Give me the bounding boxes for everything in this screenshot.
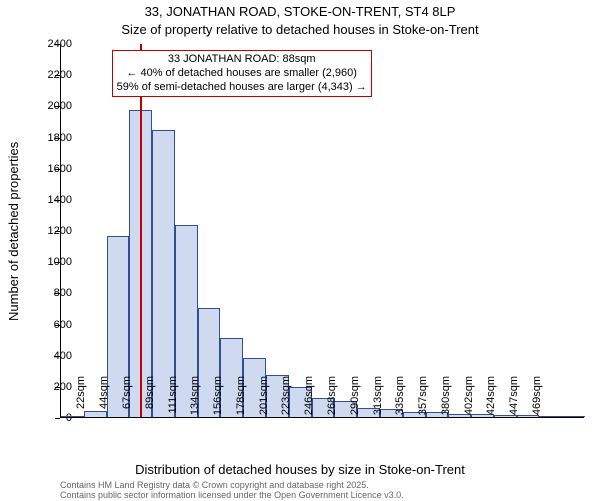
x-tick-label: 268sqm — [326, 376, 338, 420]
x-tick-label: 469sqm — [531, 376, 543, 420]
marker-vertical-line — [140, 44, 142, 417]
x-axis-label: Distribution of detached houses by size … — [0, 462, 600, 477]
x-tick-label: 44sqm — [98, 376, 110, 420]
x-tick-label: 156sqm — [212, 376, 224, 420]
x-tick-label: 290sqm — [349, 376, 361, 420]
x-tick-label: 380sqm — [440, 376, 452, 420]
x-tick-label: 111sqm — [167, 376, 179, 420]
x-tick-label: 89sqm — [144, 376, 156, 420]
footer-attribution: Contains HM Land Registry data © Crown c… — [60, 481, 404, 501]
plot-area: 33 JONATHAN ROAD: 88sqm ← 40% of detache… — [60, 44, 584, 418]
x-tick-label: 357sqm — [417, 376, 429, 420]
x-tick-label: 447sqm — [508, 376, 520, 420]
x-tick-label: 178sqm — [235, 376, 247, 420]
y-tick-mark — [55, 418, 60, 419]
footer-line2: Contains public sector information licen… — [60, 491, 404, 501]
callout-line1: 33 JONATHAN ROAD: 88sqm — [117, 53, 367, 67]
x-tick-label: 22sqm — [75, 376, 87, 420]
chart-title-line2: Size of property relative to detached ho… — [0, 22, 600, 37]
chart-container: 33, JONATHAN ROAD, STOKE-ON-TRENT, ST4 8… — [0, 0, 600, 500]
callout-box: 33 JONATHAN ROAD: 88sqm ← 40% of detache… — [112, 50, 372, 97]
callout-line2: ← 40% of detached houses are smaller (2,… — [117, 67, 367, 81]
x-tick-label: 223sqm — [280, 376, 292, 420]
x-tick-label: 246sqm — [303, 376, 315, 420]
x-tick-label: 313sqm — [372, 376, 384, 420]
x-tick-label: 402sqm — [463, 376, 475, 420]
callout-line3: 59% of semi-detached houses are larger (… — [117, 81, 367, 95]
y-axis-label: Number of detached properties — [6, 141, 21, 320]
x-tick-label: 424sqm — [485, 376, 497, 420]
histogram-bar — [152, 130, 175, 417]
histogram-bar — [562, 416, 585, 417]
x-tick-label: 134sqm — [189, 376, 201, 420]
x-tick-label: 335sqm — [394, 376, 406, 420]
x-tick-label: 201sqm — [258, 376, 270, 420]
x-tick-label: 67sqm — [121, 376, 133, 420]
chart-title-line1: 33, JONATHAN ROAD, STOKE-ON-TRENT, ST4 8… — [0, 4, 600, 19]
